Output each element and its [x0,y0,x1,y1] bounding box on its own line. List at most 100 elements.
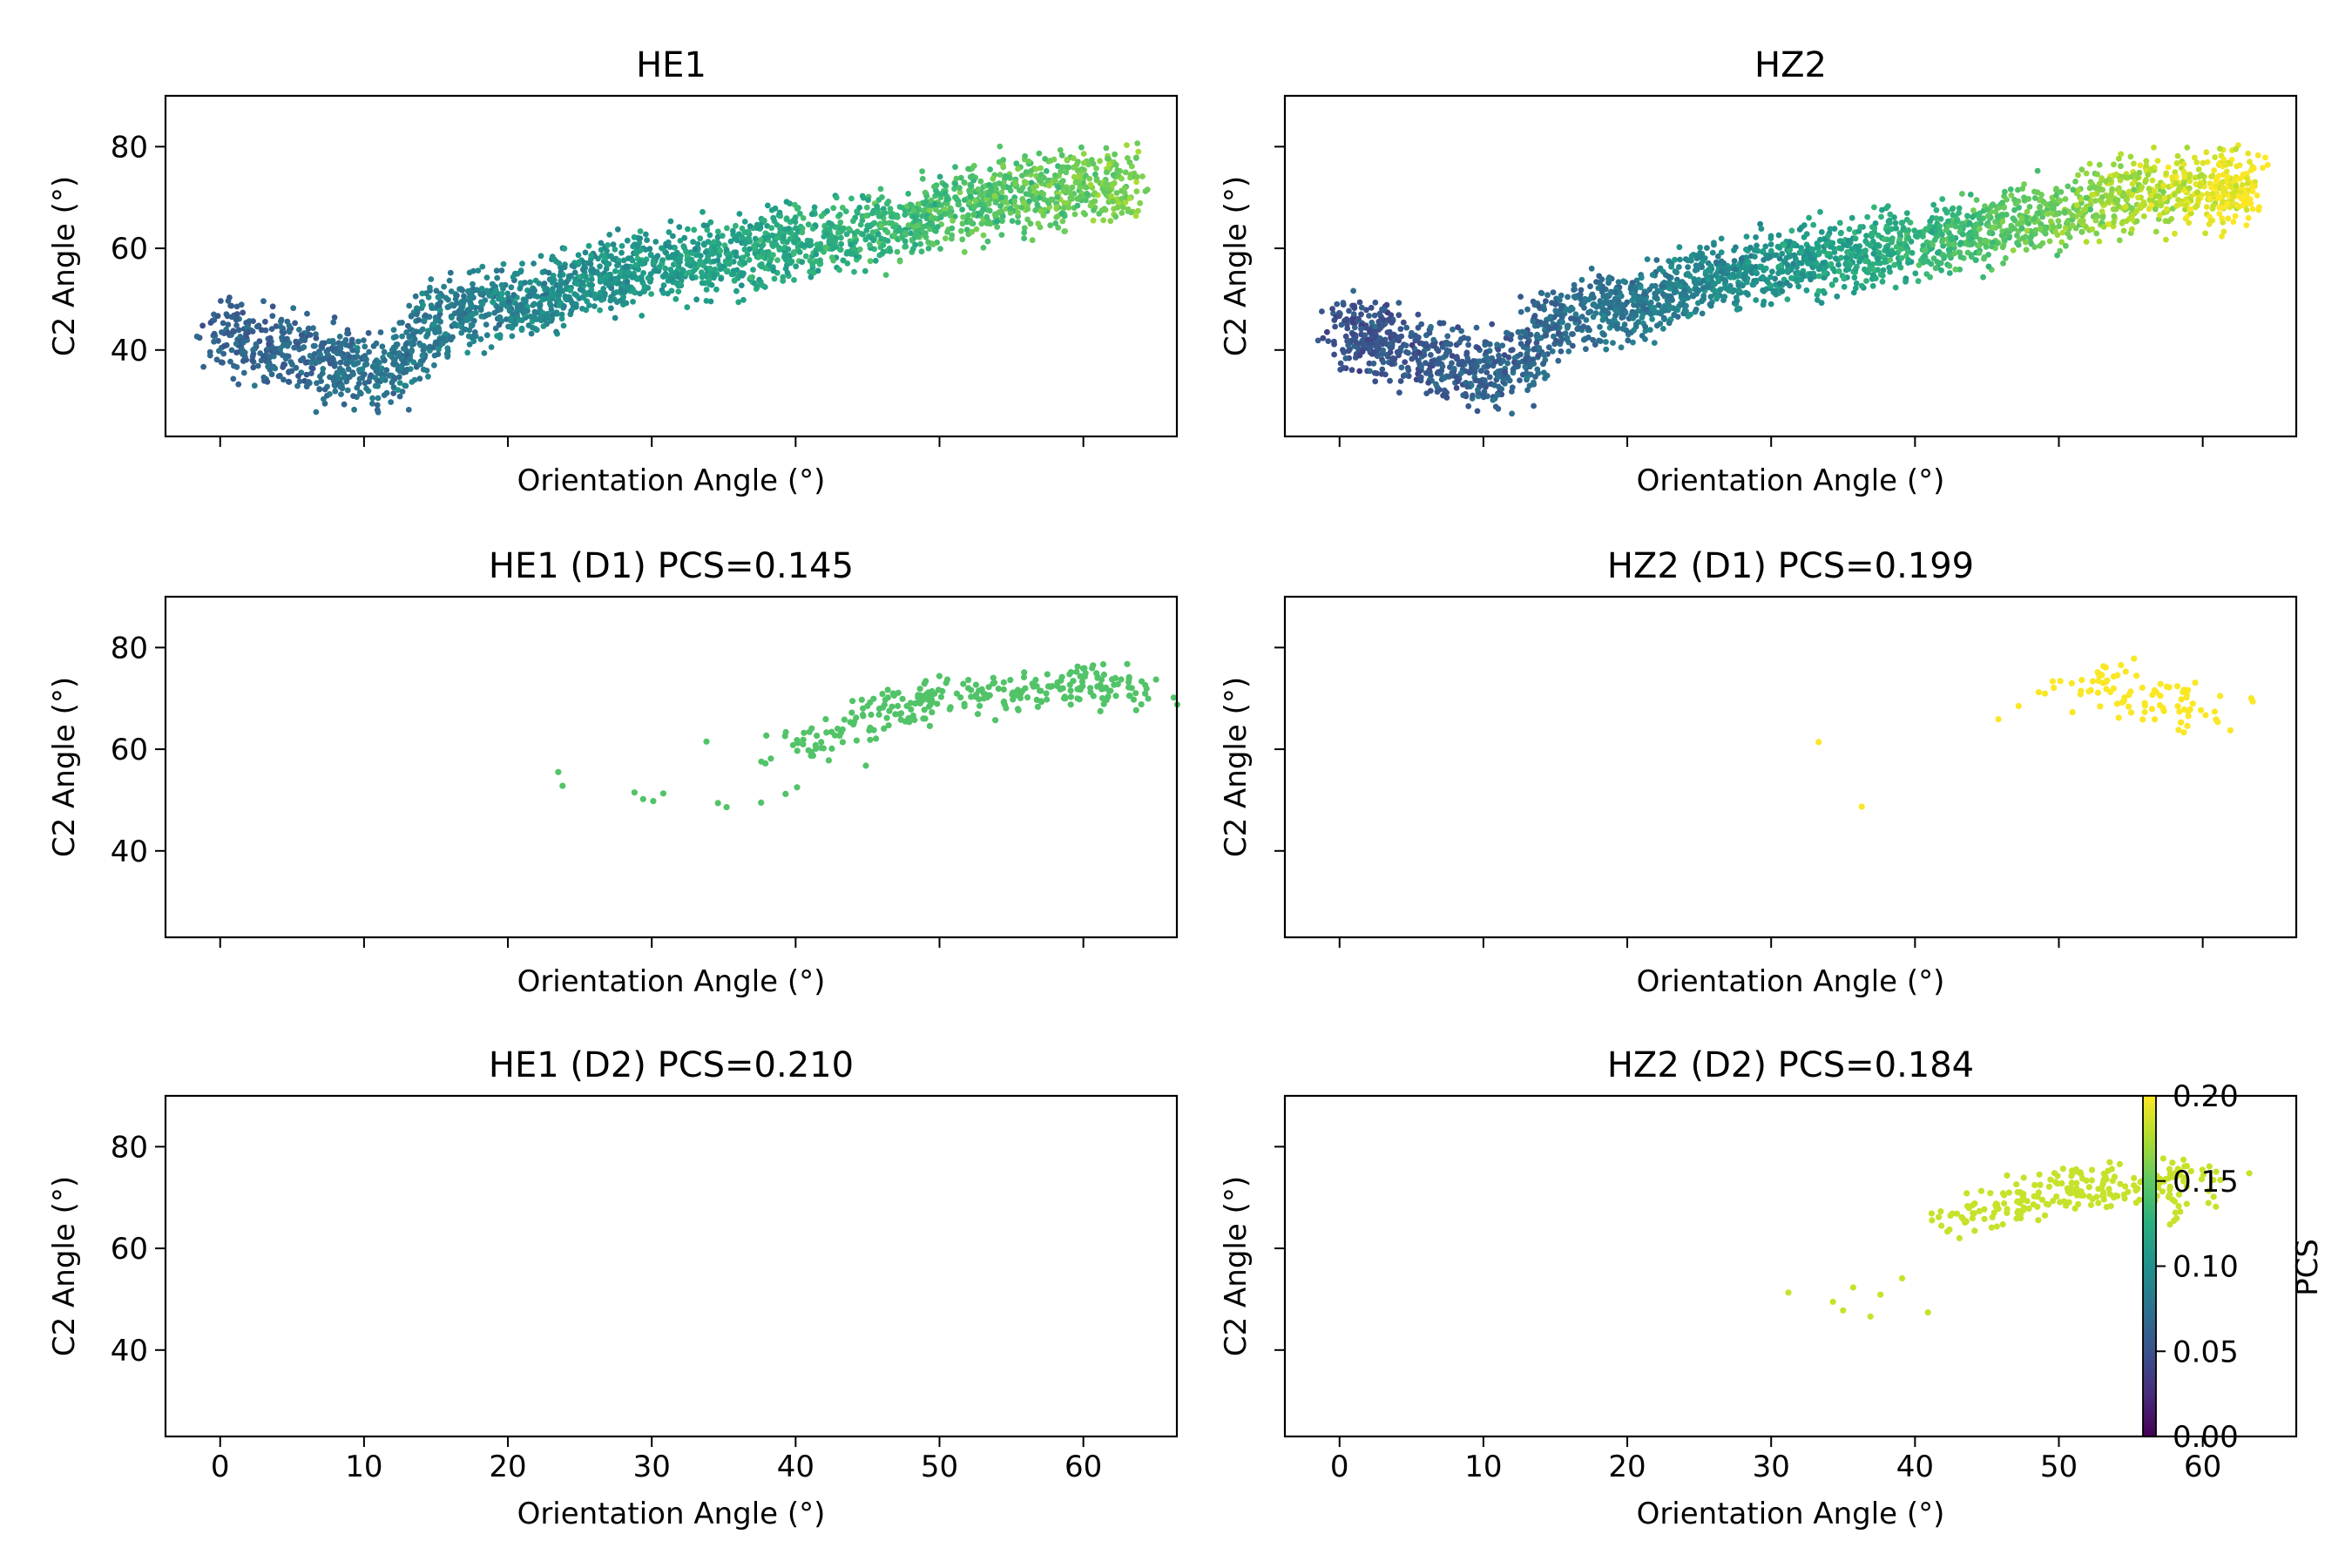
scatter-point [1517,294,1524,300]
scatter-point [922,189,929,196]
scatter-point [289,361,295,368]
scatter-point [949,232,956,239]
scatter-point [905,191,911,197]
scatter-point [614,299,620,306]
scatter-point [2247,159,2253,166]
scatter-point [1705,276,1712,283]
scatter-point [2115,155,2122,162]
scatter-point [509,333,516,340]
scatter-point [290,305,297,312]
scatter-point [1009,218,1016,224]
scatter-point [1405,367,1412,374]
x-axis-label: Orientation Angle (°) [517,463,826,498]
scatter-point [305,379,312,385]
scatter-point [1368,304,1375,311]
scatter-point [1349,320,1356,326]
scatter-point [817,245,823,252]
scatter-point [582,249,589,256]
scatter-point [1433,381,1439,388]
scatter-point [1795,283,1802,290]
scatter-point [1092,171,1098,178]
scatter-point [1066,189,1073,195]
scatter-point [1495,383,1502,390]
scatter-point [269,313,276,320]
scatter-point [809,226,816,232]
scatter-point [1108,193,1114,199]
scatter-point [957,174,964,181]
scatter-point [1358,311,1364,318]
scatter-point [1935,249,1941,256]
scatter-point [1132,155,1139,161]
scatter-point [1919,233,1926,240]
scatter-point [2196,182,2203,189]
scatter-point [1654,288,1661,295]
scatter-point [311,351,318,357]
scatter-point [211,330,218,337]
scatter-point [879,194,885,200]
scatter-point [826,220,832,226]
scatter-point [754,221,760,228]
scatter-point [411,376,418,383]
scatter-point [354,345,361,351]
scatter-point [1786,247,1793,254]
scatter-point [961,248,968,255]
scatter-point [1571,287,1577,293]
scatter-point [1651,340,1658,346]
scatter-point [531,315,537,321]
scatter-point [875,210,882,217]
scatter-point [1818,300,1825,307]
scatter-point [1065,164,1071,171]
scatter-point [518,317,525,324]
scatter-point [885,199,892,205]
scatter-point [1707,301,1713,308]
scatter-point [2216,211,2223,217]
scatter-point [214,313,221,320]
scatter-point [792,201,798,208]
scatter-point [2002,188,2008,195]
scatter-point [959,206,965,213]
scatter-point [1517,351,1524,358]
scatter-point [1474,408,1481,415]
scatter-point [575,252,582,259]
scatter-point [402,382,409,389]
scatter-point [240,309,247,316]
scatter-point [738,282,745,288]
scatter-point [987,166,993,172]
scatter-point [884,238,891,244]
scatter-point [1981,238,1988,245]
scatter-point [393,341,400,348]
scatter-point [1639,333,1646,339]
scatter-point [1770,252,1777,259]
scatter-point [574,280,580,287]
scatter-point [1351,302,1357,309]
scatter-point [1999,219,2006,225]
scatter-point [383,389,390,396]
scatter-point [868,234,875,241]
scatter-point [1967,192,1974,198]
scatter-point [741,219,748,225]
scatter-point [740,296,747,303]
scatter-point [1041,174,1047,181]
scatter-point [1071,173,1078,180]
scatter-point [2096,180,2103,187]
scatter-point [786,226,792,232]
scatter-point [379,375,386,382]
scatter-point [2092,198,2099,204]
scatter-point [608,285,615,292]
scatter-point [493,267,500,274]
scatter-point [233,364,240,370]
scatter-point [1504,360,1511,367]
scatter-point [1018,204,1025,211]
scatter-point [331,314,338,321]
scatter-point [1134,140,1141,146]
scatter-point [580,287,586,294]
scatter-point [1508,347,1515,354]
scatter-point [613,289,620,295]
scatter-point [1090,217,1097,224]
scatter-point [1731,258,1738,264]
scatter-point [362,362,368,368]
scatter-point [1672,256,1678,263]
scatter-point [1760,287,1766,294]
scatter-point [986,207,993,214]
scatter-point [1666,293,1673,300]
